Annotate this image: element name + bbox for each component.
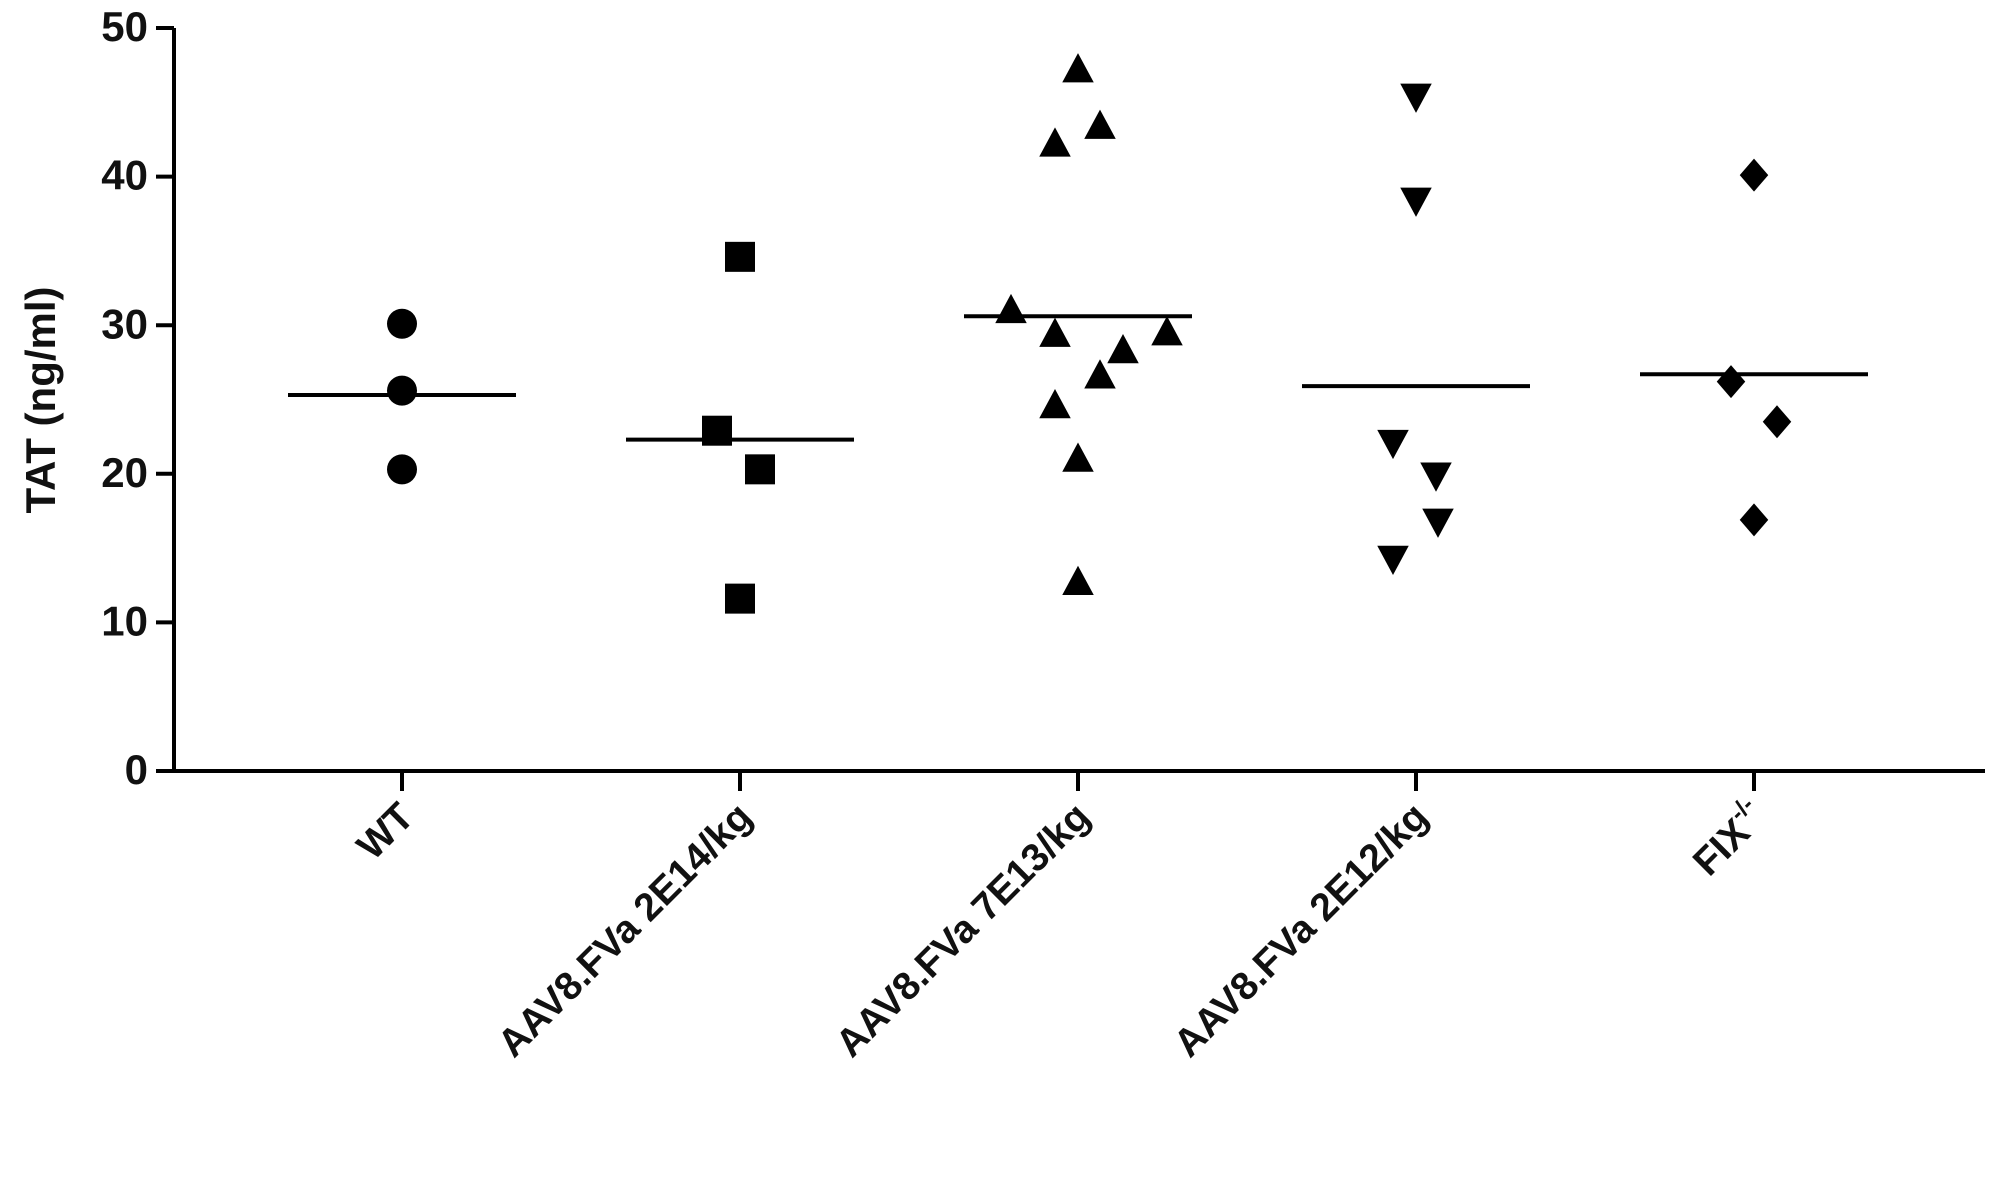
point (725, 241, 755, 272)
point (1422, 508, 1454, 538)
point (387, 308, 417, 339)
point (725, 583, 755, 614)
x-tick-label: FIX-/- (1682, 791, 1775, 884)
point (1084, 109, 1116, 139)
point (1039, 317, 1071, 347)
point (1762, 405, 1792, 439)
y-tick-label: 50 (101, 3, 148, 50)
point (1739, 503, 1769, 537)
point (1062, 53, 1094, 83)
point (1039, 388, 1071, 419)
point (1739, 158, 1769, 192)
x-tick-label-text: AAV8.FVa 2E14/kg (490, 795, 761, 1066)
point (1400, 83, 1432, 113)
point (1039, 127, 1071, 157)
y-tick-label: 20 (101, 449, 148, 496)
point (995, 293, 1027, 324)
point (1062, 565, 1094, 596)
x-tick-label-text: WT (349, 795, 422, 868)
y-tick-label: 40 (101, 152, 148, 199)
x-tick-label: AAV8.FVa 2E12/kg (1166, 795, 1437, 1066)
y-tick-label: 10 (101, 597, 148, 644)
point (387, 375, 417, 406)
point (1716, 365, 1746, 399)
x-tick-label-text: AAV8.FVa 7E13/kg (828, 795, 1099, 1066)
x-tick-label-text: AAV8.FVa 2E12/kg (1166, 795, 1437, 1066)
point (1377, 545, 1409, 576)
point (1107, 333, 1139, 364)
point (1151, 316, 1183, 346)
y-axis-label: TAT (ng/ml) (17, 286, 64, 513)
y-tick-label: 30 (101, 300, 148, 347)
x-tick-label: AAV8.FVa 7E13/kg (828, 795, 1099, 1066)
point (1084, 359, 1116, 389)
point (1420, 462, 1452, 492)
point (745, 454, 775, 485)
x-tick-label: AAV8.FVa 2E14/kg (490, 795, 761, 1066)
point (1377, 429, 1409, 460)
point (1400, 187, 1432, 217)
x-tick-label: WT (349, 795, 422, 868)
point (387, 454, 417, 485)
point (1062, 442, 1094, 472)
y-tick-label: 0 (125, 746, 148, 793)
